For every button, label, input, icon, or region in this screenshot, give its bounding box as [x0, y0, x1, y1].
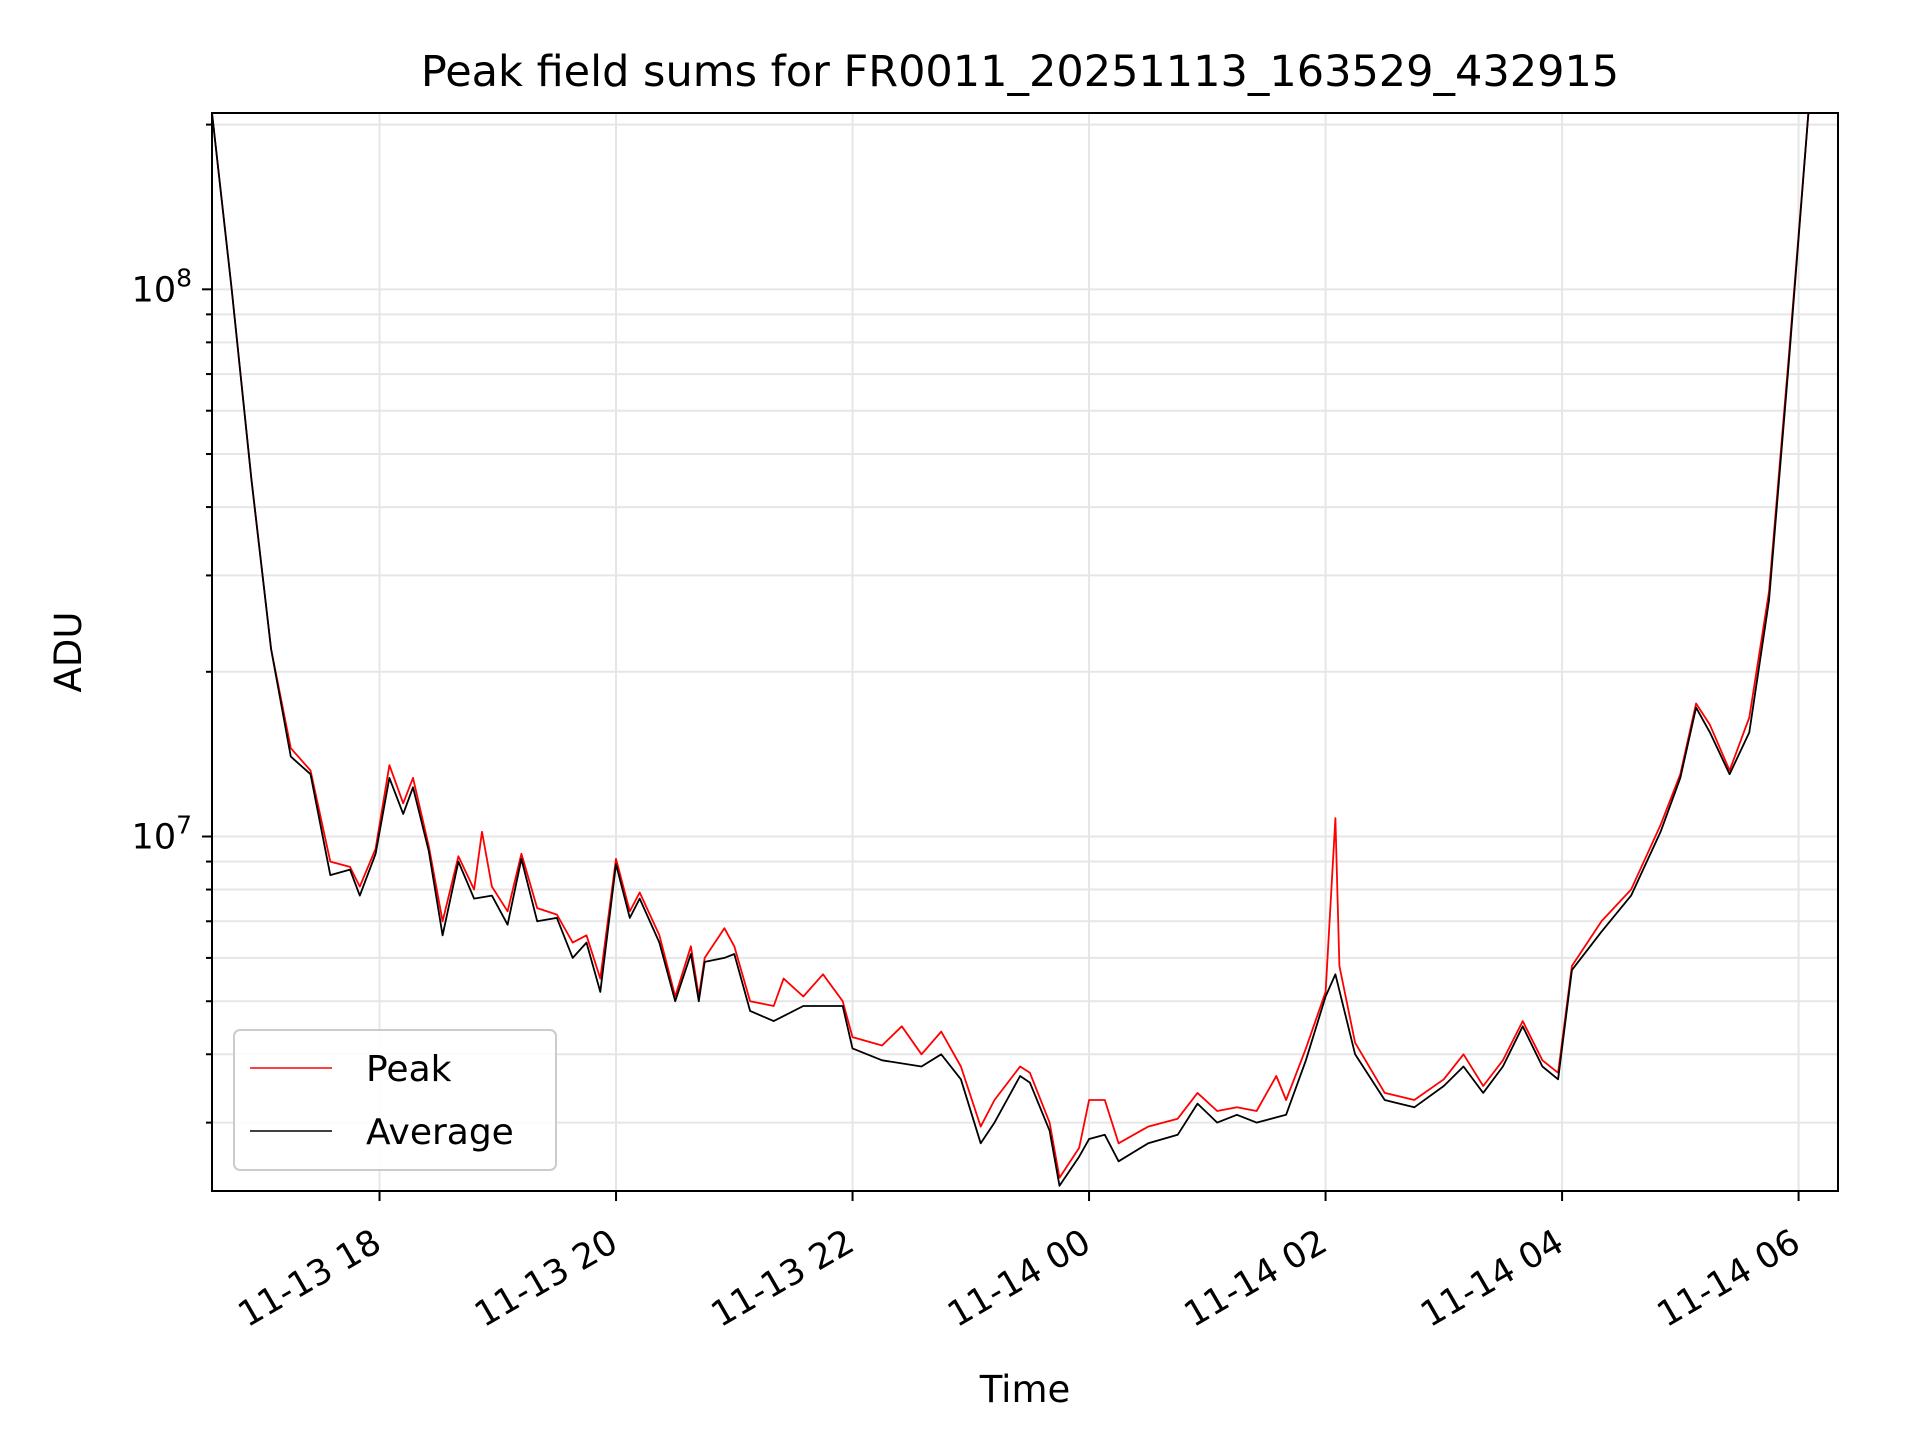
- x-tick-label: 11-14 06: [1651, 1222, 1807, 1335]
- x-tick-label: 11-14 02: [1178, 1222, 1334, 1335]
- x-tick-label: 11-13 20: [468, 1222, 624, 1335]
- series-line-average: [212, 113, 1810, 1187]
- x-tick-label: 11-13 22: [705, 1222, 861, 1335]
- legend-peak-label: Peak: [366, 1049, 452, 1090]
- legend: Peak Average: [233, 1029, 557, 1171]
- plot-area: [212, 113, 1810, 1187]
- chart-title: Peak field sums for FR0011_20251113_1635…: [421, 47, 1619, 97]
- series-line-peak: [212, 113, 1810, 1179]
- x-axis-label: Time: [979, 1368, 1071, 1411]
- x-tick-label: 11-14 00: [941, 1222, 1097, 1335]
- x-tick-label: 11-13 18: [232, 1222, 388, 1335]
- y-tick-label: 107: [132, 811, 192, 858]
- plot-frame: [211, 112, 1839, 1192]
- y-axis-label: ADU: [47, 612, 90, 693]
- x-axis: 11-13 18 11-13 20 11-13 22 11-14 00 11-14 02…: [232, 1191, 1807, 1335]
- legend-box: [233, 1029, 557, 1171]
- grid: [212, 113, 1838, 1191]
- y-tick-label: 108: [132, 263, 192, 310]
- x-tick-label: 11-14 04: [1414, 1222, 1570, 1335]
- legend-average-label: Average: [366, 1112, 514, 1153]
- y-axis: 107 108: [132, 123, 212, 1124]
